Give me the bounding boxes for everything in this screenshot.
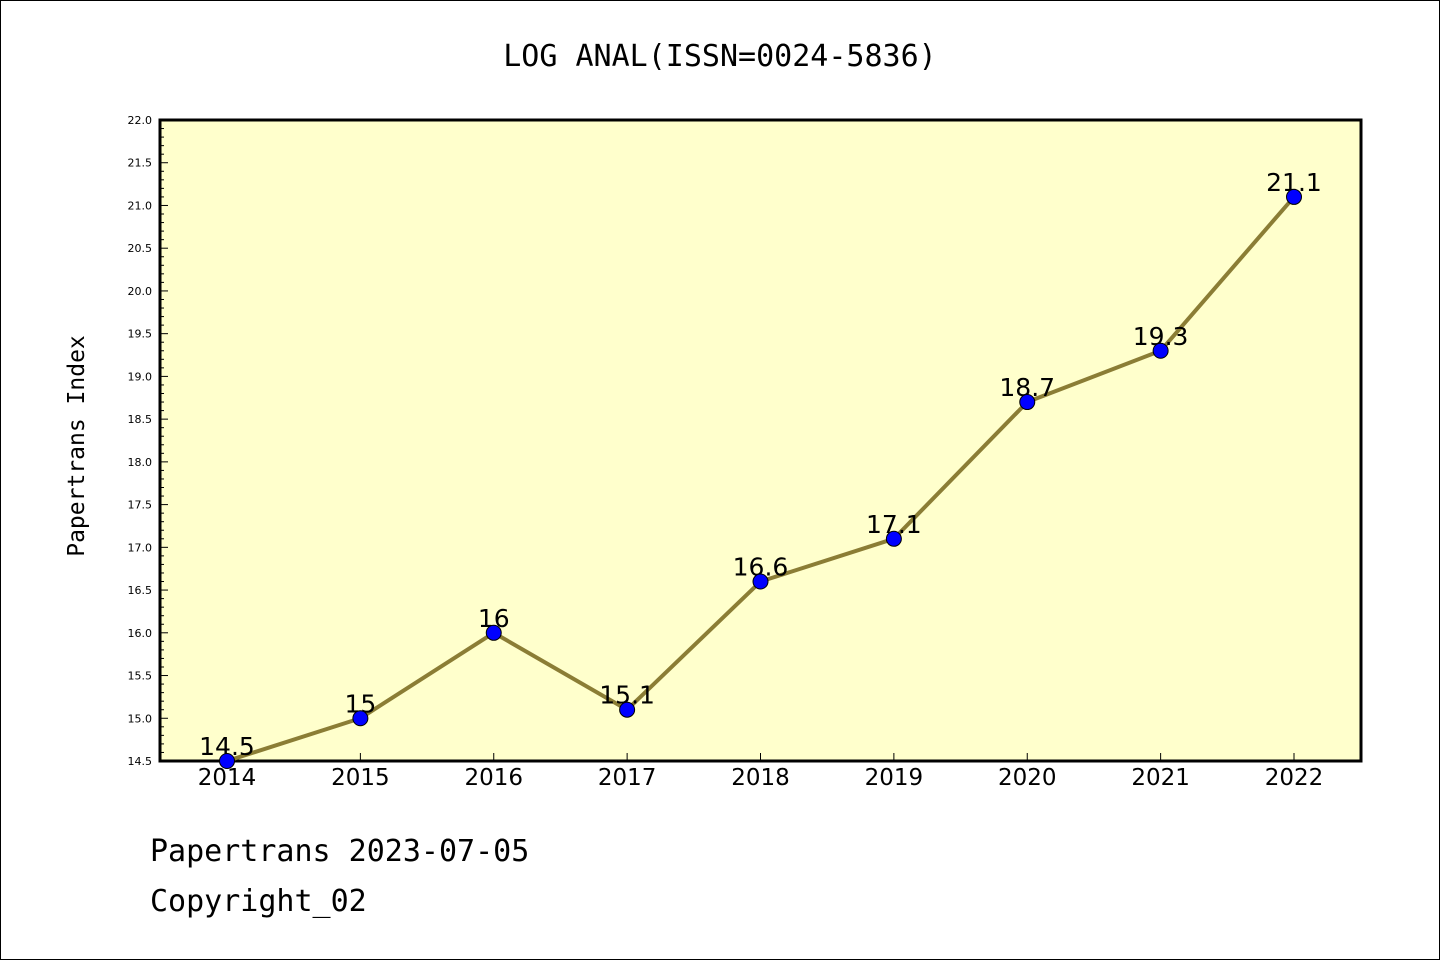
y-tick-label: 21.0 bbox=[128, 199, 153, 212]
plot-area bbox=[158, 118, 1363, 763]
y-axis-label: Papertrans Index bbox=[64, 335, 90, 557]
x-tick-label: 2021 bbox=[1131, 765, 1190, 791]
y-tick-label: 18.5 bbox=[128, 413, 153, 426]
data-point bbox=[1152, 342, 1169, 359]
y-tick-label: 16.0 bbox=[128, 627, 153, 640]
data-point bbox=[1019, 394, 1036, 411]
y-tick-label: 15.5 bbox=[128, 670, 153, 683]
chart-title: LOG ANAL(ISSN=0024-5836) bbox=[503, 39, 936, 74]
y-tick-label: 20.0 bbox=[128, 285, 153, 298]
x-tick-label: 2016 bbox=[464, 765, 523, 791]
x-tick-label: 2020 bbox=[998, 765, 1057, 791]
data-point bbox=[1286, 188, 1302, 205]
x-tick-label: 2015 bbox=[331, 765, 390, 791]
x-tick-label: 2022 bbox=[1265, 765, 1324, 791]
x-tick-label: 2014 bbox=[198, 765, 257, 791]
footer-copyright: Copyright_02 bbox=[150, 884, 367, 919]
y-tick-label: 15.0 bbox=[128, 712, 153, 725]
x-tick-label: 2018 bbox=[731, 765, 790, 791]
x-tick-label: 2017 bbox=[598, 765, 657, 791]
data-point bbox=[219, 753, 235, 769]
y-tick-label: 16.5 bbox=[128, 584, 153, 597]
y-tick-label: 17.5 bbox=[128, 499, 153, 512]
y-axis: 14.5 15.0 15.5 16.0 16.5 17.0 17.5 18.0 18.5 19.0… bbox=[128, 114, 168, 768]
x-axis: 2014 2015 2016 2017 2018 2019 2020 2021 2022 bbox=[198, 753, 1324, 791]
data-point bbox=[352, 710, 369, 727]
y-tick-label: 22.0 bbox=[128, 114, 153, 127]
data-point bbox=[752, 573, 769, 590]
y-tick-label: 19.5 bbox=[128, 328, 153, 341]
data-point bbox=[619, 701, 636, 718]
y-tick-label: 20.5 bbox=[128, 242, 153, 255]
y-tick-label: 18.0 bbox=[128, 456, 153, 469]
data-point bbox=[485, 624, 502, 641]
y-tick-label: 17.0 bbox=[128, 541, 153, 554]
footer-date: Papertrans 2023-07-05 bbox=[150, 834, 530, 869]
y-tick-label: 19.0 bbox=[128, 370, 153, 383]
x-tick-label: 2019 bbox=[865, 765, 924, 791]
y-tick-label: 14.5 bbox=[128, 755, 153, 768]
y-tick-label: 21.5 bbox=[128, 157, 153, 170]
data-point bbox=[885, 530, 902, 547]
